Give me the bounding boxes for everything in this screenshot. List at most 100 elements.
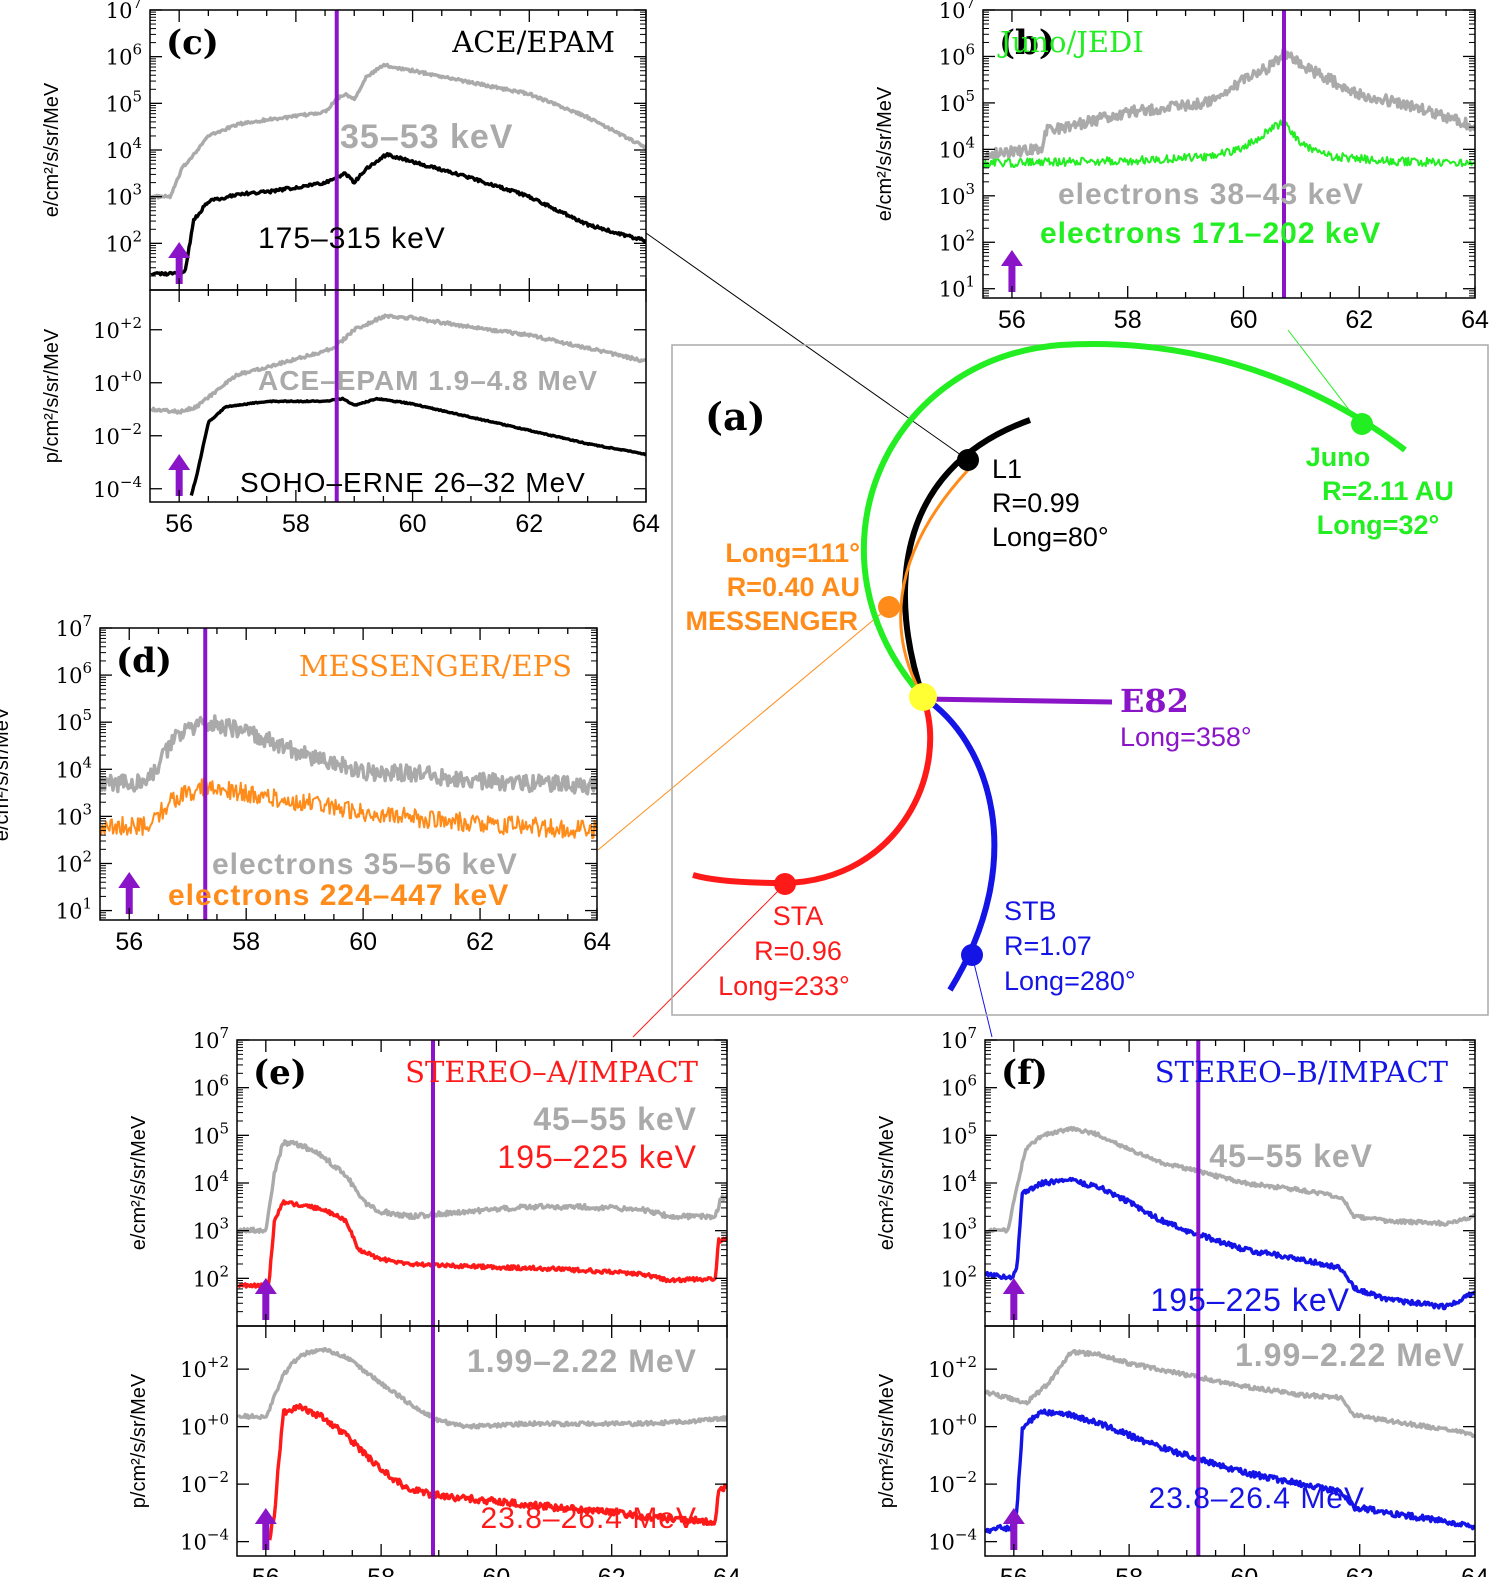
- x-tick-label-f2-1: 58: [1115, 1564, 1143, 1577]
- l1-label-long: Long=80°: [992, 522, 1109, 552]
- y-tick-label-e-1: 103: [193, 1215, 229, 1244]
- y-tick-label-c2-3: 10+2: [93, 314, 142, 343]
- connector-stb: [971, 954, 993, 1038]
- y-tick-label-c-4: 106: [106, 41, 142, 70]
- y-tick-label-d-6: 107: [56, 612, 92, 641]
- y-axis-label-c: e/cm²/s/sr/MeV: [41, 82, 63, 217]
- messenger-label-r: R=0.40 AU: [727, 572, 860, 602]
- y-axis-label-e: e/cm²/s/sr/MeV: [128, 1115, 150, 1250]
- y-tick-label-f-0: 102: [941, 1262, 977, 1291]
- x-tick-label-d-2: 60: [349, 928, 377, 956]
- series-line-d-1: [100, 777, 597, 840]
- stb-label-r: R=1.07: [1004, 931, 1092, 961]
- chart-c: 102 103 104 105 106 107 e/cm²/s/sr/MeV (c) ACE/E…: [41, 0, 647, 291]
- panel-label-c: (c): [166, 23, 219, 63]
- y-tick-label-c-3: 105: [106, 87, 142, 116]
- x-tick-label-e2-1: 58: [367, 1564, 395, 1577]
- series-line-f2-0: [985, 1348, 1475, 1439]
- series-label-f2-1: 23.8–26.4 MeV: [1149, 1482, 1365, 1515]
- stb-marker: [961, 944, 983, 966]
- x-tick-label-c2-2: 60: [399, 510, 427, 538]
- series-label-b-1: electrons 171–202 keV: [1040, 217, 1381, 250]
- onset-arrow-e: [254, 1278, 277, 1320]
- x-tick-label-d-3: 62: [466, 928, 494, 956]
- x-tick-label-b-1: 58: [1114, 306, 1142, 334]
- x-tick-label-f2-4: 64: [1461, 1564, 1489, 1577]
- connector-l1: [645, 232, 969, 461]
- y-tick-label-d-5: 106: [56, 659, 92, 688]
- onset-arrow-c2: [168, 454, 191, 496]
- series-label-e-0: 45–55 keV: [533, 1101, 697, 1137]
- y-tick-label-e-3: 105: [193, 1119, 229, 1148]
- series-line-e-0: [237, 1139, 727, 1234]
- x-tick-label-c2-0: 56: [165, 510, 193, 538]
- series-line-e2-0: [237, 1347, 727, 1430]
- y-tick-label-e2-2: 10+0: [180, 1411, 229, 1440]
- y-tick-label-f-4: 106: [941, 1072, 977, 1101]
- stb-label-long: Long=280°: [1004, 966, 1136, 996]
- y-tick-label-e2-0: 10−4: [180, 1526, 229, 1555]
- y-tick-label-b-1: 102: [939, 226, 975, 255]
- x-tick-label-c2-3: 62: [515, 510, 543, 538]
- connector-sta: [632, 883, 786, 1038]
- series-label-f-1: 195–225 keV: [1150, 1282, 1350, 1318]
- onset-arrow-b: [1000, 250, 1023, 292]
- chart-d: 56 58 60 62 64 101 102 103 104 105 106 107 e/cm²/s/s…: [0, 612, 611, 956]
- chart-e2: 56 58 60 62 64 10−4 10−2 10+0 10+2 p/cm²/s/sr/MeV…: [128, 1325, 741, 1577]
- stb-label-name: STB: [1004, 896, 1057, 926]
- series-line-e2-1: [268, 1403, 727, 1541]
- y-tick-label-f2-1: 10−2: [928, 1468, 977, 1497]
- messenger-label: Long=111° R=0.40 AU MESSENGER: [685, 538, 860, 636]
- panel-label-d: (d): [116, 641, 172, 681]
- x-tick-label-f2-3: 62: [1346, 1564, 1374, 1577]
- y-tick-label-c-2: 104: [106, 134, 142, 163]
- field-line-sta: [692, 695, 934, 887]
- y-tick-label-f2-3: 10+2: [928, 1353, 977, 1382]
- juno-label-r: R=2.11 AU: [1322, 476, 1454, 506]
- y-tick-label-f-5: 107: [941, 1024, 977, 1053]
- sta-label-r: R=0.96: [754, 936, 842, 966]
- stb-label: STB R=1.07 Long=280°: [1004, 896, 1136, 996]
- messenger-label-long: Long=111°: [725, 538, 860, 568]
- onset-arrow-d: [118, 872, 141, 914]
- onset-arrow-c: [168, 242, 191, 284]
- series-line-c2-0: [150, 313, 646, 415]
- series-line-b-1: [983, 118, 1475, 169]
- series-label-c-0: 35–53 keV: [340, 118, 514, 156]
- series-label-e-1: 195–225 keV: [497, 1139, 697, 1175]
- onset-arrow-e2: [254, 1508, 277, 1550]
- y-tick-label-c-0: 102: [106, 227, 142, 256]
- map-panel: (a) L1 R=0.99 Long=80° Juno R=2.11 AU Lo…: [671, 341, 1489, 1016]
- field-line-juno: [860, 341, 1407, 700]
- y-tick-label-b-5: 106: [939, 40, 975, 69]
- plot-frame-e2: [236, 1325, 728, 1557]
- y-tick-label-d-0: 101: [56, 895, 92, 924]
- x-tick-label-d-0: 56: [115, 928, 143, 956]
- series-label-f2-0: 1.99–2.22 MeV: [1235, 1337, 1465, 1373]
- y-tick-label-b-4: 105: [939, 87, 975, 116]
- map-panel-label: (a): [705, 394, 766, 439]
- x-tick-label-d-1: 58: [232, 928, 260, 956]
- series-label-b-0: electrons 38–43 keV: [1058, 178, 1364, 211]
- y-tick-label-f2-2: 10+0: [928, 1411, 977, 1440]
- chart-f2: 56 58 60 62 64 10−4 10−2 10+0 10+2 p/cm²/s/sr/MeV…: [876, 1325, 1489, 1577]
- series-line-d-0: [100, 714, 597, 796]
- series-label-c2-1: SOHO–ERNE 26–32 MeV: [240, 467, 586, 498]
- y-tick-label-c-1: 103: [106, 181, 142, 210]
- onset-arrow-f: [1002, 1278, 1025, 1320]
- event-longitude-line: [922, 696, 1113, 705]
- series-line-f-1: [985, 1176, 1475, 1311]
- series-label-c-1: 175–315 keV: [258, 222, 446, 255]
- y-tick-label-c2-1: 10−2: [93, 420, 142, 449]
- x-tick-label-b-4: 64: [1461, 306, 1489, 334]
- y-tick-label-e-4: 106: [193, 1072, 229, 1101]
- chart-f: 102 103 104 105 106 107 e/cm²/s/sr/MeV (f) STERE…: [876, 1024, 1476, 1327]
- panel-title-f: STEREO–B/IMPACT: [1155, 1055, 1449, 1089]
- l1-marker: [957, 449, 979, 471]
- connector-messenger: [597, 606, 890, 851]
- y-tick-label-e-0: 102: [193, 1262, 229, 1291]
- x-tick-label-c2-4: 64: [632, 510, 660, 538]
- series-line-e-1: [237, 1199, 727, 1289]
- y-tick-label-d-4: 105: [56, 706, 92, 735]
- chart-c2: 56 58 60 62 64 10−4 10−2 10+0 10+2 p/cm²/s/sr/MeV…: [41, 289, 660, 538]
